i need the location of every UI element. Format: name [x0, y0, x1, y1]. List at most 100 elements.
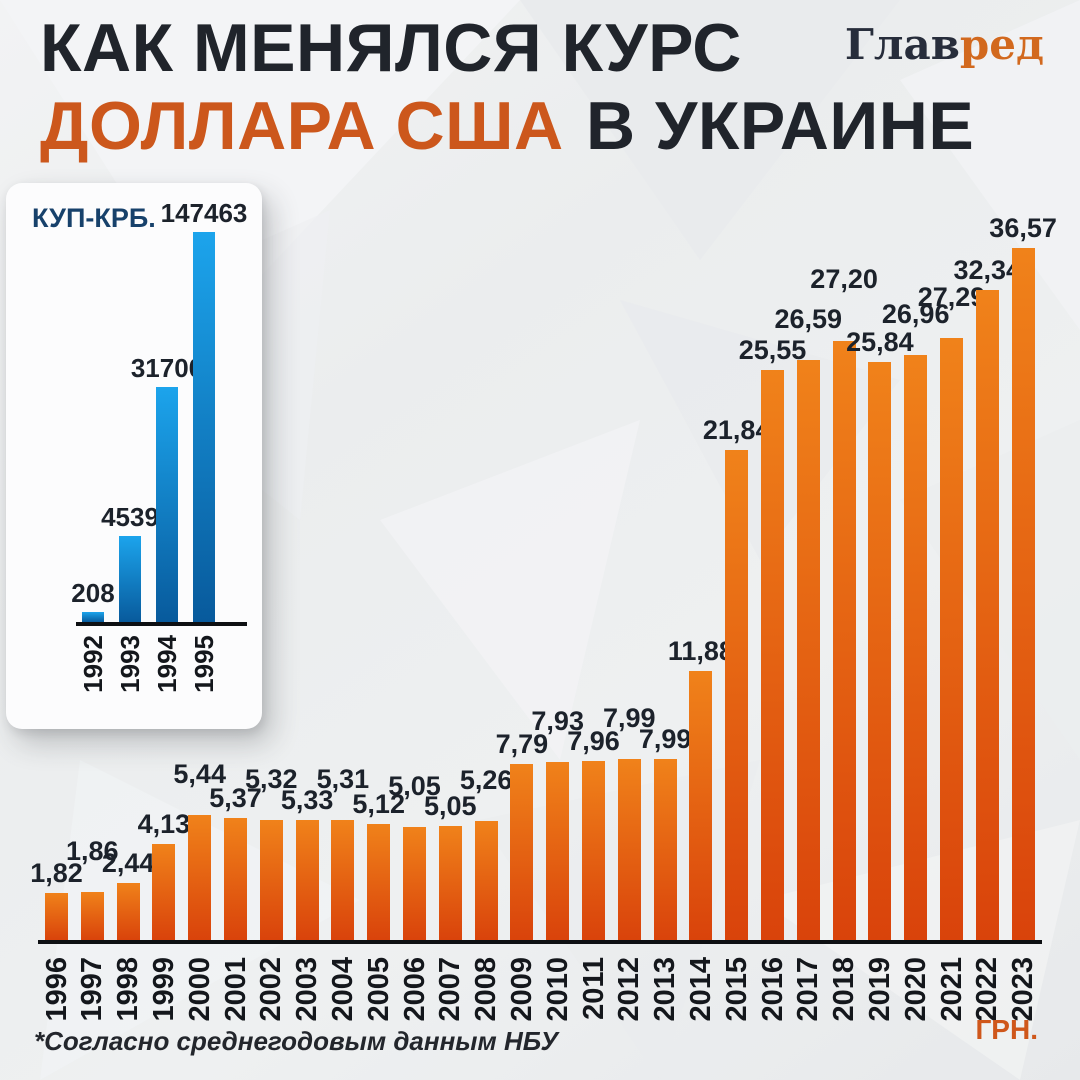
bar-1996	[45, 892, 68, 940]
bar-2013	[653, 758, 677, 940]
value-label-1999: 4,13	[137, 808, 191, 839]
value-label-1994: 31700	[130, 352, 204, 383]
bar-2014	[689, 670, 713, 940]
year-label-1996: 1996	[40, 957, 72, 1022]
value-label-2023: 36,57	[989, 213, 1057, 243]
inset-chart-unit-label: КУП-КРБ.	[32, 203, 156, 233]
value-label-2010: 7,93	[531, 706, 584, 737]
year-label-1993: 1993	[114, 635, 145, 693]
value-label-2000: 5,44	[173, 758, 226, 789]
title-rest: В УКРАИНЕ	[586, 88, 975, 164]
year-label-1995: 1995	[188, 635, 219, 693]
value-label-2015: 21,84	[702, 415, 771, 446]
logo: Главред	[845, 20, 1044, 69]
bar-2021	[940, 337, 963, 940]
year-label-2010: 2010	[541, 957, 574, 1022]
bar-2009	[510, 764, 534, 940]
value-label-2017: 26,59	[774, 304, 843, 335]
year-label-2011: 2011	[577, 957, 609, 1020]
year-label-2013: 2013	[648, 957, 681, 1022]
bar-2019	[868, 362, 892, 940]
bar-2018	[832, 340, 856, 940]
year-label-2015: 2015	[720, 957, 753, 1022]
value-label-1997: 1,86	[66, 836, 119, 867]
value-label-2004: 5,31	[316, 764, 370, 795]
main-x-axis-line	[38, 940, 1042, 944]
value-label-2012: 7,99	[603, 702, 656, 733]
value-label-2019: 25,84	[846, 327, 914, 358]
inset-chart-card: КУП-КРБ. 208 1992 4539 1993 31700 1994 147463 1…	[6, 183, 262, 729]
value-label-2018: 27,20	[810, 263, 878, 294]
year-label-2001: 2001	[219, 957, 251, 1022]
year-label-2003: 2003	[290, 957, 323, 1022]
year-label-2016: 2016	[756, 957, 788, 1022]
bar-2023	[1011, 248, 1035, 940]
bar-1992	[82, 611, 104, 622]
bar-2002	[259, 820, 283, 940]
year-label-2012: 2012	[612, 957, 645, 1022]
value-label-2009: 7,79	[495, 729, 549, 760]
year-label-1994: 1994	[151, 635, 182, 693]
year-label-2019: 2019	[863, 957, 896, 1022]
title-line-2: ДОЛЛАРА США В УКРАИНЕ	[40, 88, 974, 164]
value-label-2008: 5,26	[459, 764, 513, 795]
bar-2020	[904, 355, 928, 940]
value-label-2013: 7,99	[638, 723, 692, 754]
year-label-1998: 1998	[111, 957, 144, 1022]
logo-text-accent: ред	[959, 20, 1044, 69]
value-label-2002: 5,32	[245, 764, 298, 795]
year-label-2009: 2009	[505, 957, 538, 1022]
bar-2003	[295, 820, 319, 940]
year-label-1999: 1999	[147, 957, 180, 1022]
bar-1999	[152, 843, 176, 940]
bar-2006	[403, 827, 426, 940]
value-label-2022: 32,34	[953, 255, 1022, 286]
main-chart-unit-label: ГРН.	[975, 1014, 1038, 1045]
bar-2017	[796, 360, 820, 940]
value-label-2003: 5,33	[280, 785, 334, 816]
bar-2004	[331, 820, 355, 940]
year-label-1992: 1992	[77, 635, 108, 693]
bar-2011	[582, 760, 605, 940]
bar-2010	[546, 762, 570, 940]
bar-2016	[761, 369, 784, 940]
footnote: *Согласно среднегодовым данным НБУ	[34, 1026, 559, 1056]
value-label-2014: 11,88	[667, 635, 734, 666]
value-label-1992: 208	[71, 577, 115, 608]
bar-1994	[156, 386, 178, 622]
bar-1998	[116, 883, 140, 940]
bar-1995	[193, 232, 215, 622]
bar-2022	[975, 290, 999, 940]
year-label-2002: 2002	[254, 957, 287, 1022]
value-label-2001: 5,37	[209, 783, 262, 814]
year-label-2008: 2008	[469, 957, 502, 1022]
value-label-1993: 4539	[101, 501, 159, 532]
year-label-2005: 2005	[362, 957, 395, 1022]
logo-text-primary: Глав	[844, 20, 960, 69]
value-label-2006: 5,05	[388, 771, 441, 802]
bar-2012	[617, 758, 641, 940]
title-line-1: КАК МЕНЯЛСЯ КУРС	[40, 10, 742, 86]
year-label-2017: 2017	[791, 957, 824, 1022]
year-label-2000: 2000	[183, 957, 216, 1022]
title-accent: ДОЛЛАРА США	[40, 88, 564, 164]
value-label-2011: 7,96	[567, 725, 620, 756]
value-label-2020: 26,96	[881, 299, 950, 330]
value-label-2005: 5,12	[352, 788, 405, 819]
year-label-2004: 2004	[326, 957, 359, 1022]
year-label-2014: 2014	[684, 957, 717, 1022]
year-label-2006: 2006	[398, 957, 430, 1022]
bar-2008	[474, 820, 498, 940]
bar-2015	[725, 450, 749, 940]
bar-2007	[438, 825, 462, 940]
bar-1997	[80, 892, 104, 940]
year-label-1997: 1997	[75, 957, 108, 1022]
value-label-2016: 25,55	[738, 334, 807, 365]
value-label-1995: 147463	[160, 198, 248, 228]
bar-2005	[367, 823, 391, 940]
value-label-1996: 1,82	[30, 857, 83, 888]
bar-2001	[224, 818, 247, 940]
inset-x-axis-line	[76, 622, 247, 626]
